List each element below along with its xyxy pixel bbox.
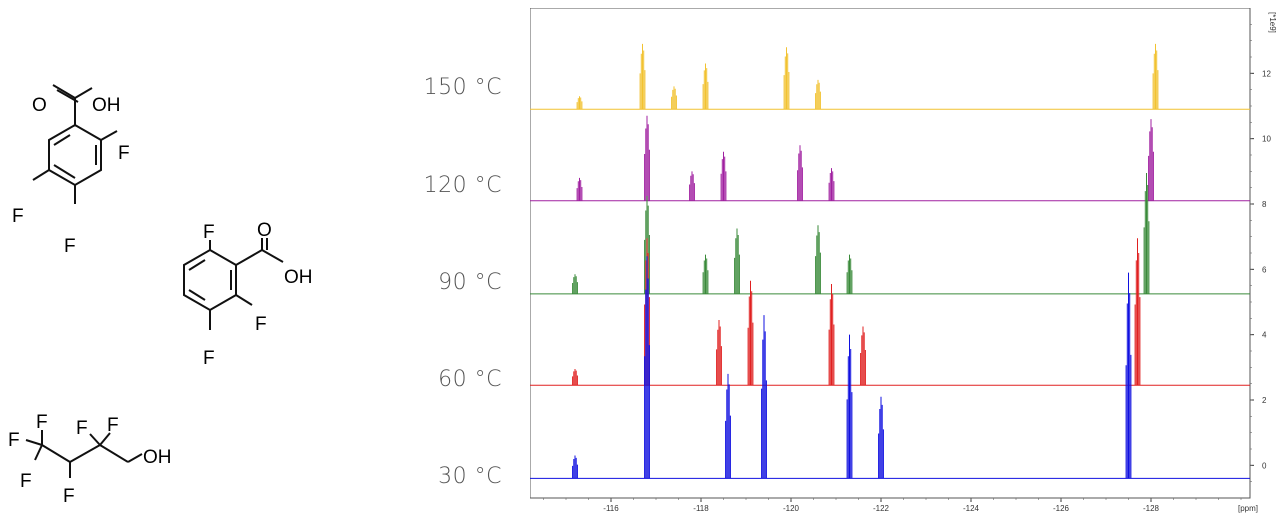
spectrum-peak [573,274,578,294]
spectrum-peak [690,171,695,200]
spectrum-peak [672,86,677,109]
spectrum-peak [573,456,578,479]
spectrum-peak [577,178,582,201]
atom-label: F [64,236,76,257]
x-tick-label: -116 [603,504,619,513]
spectrum-peak [798,145,803,201]
spectrum-peak [1126,273,1131,479]
chemical-structures: O OH F F F F O OH F F F F F F F F OH [0,0,400,526]
x-tick-label: -122 [873,504,890,513]
series-3 [530,238,1250,385]
series-0 [530,44,1250,109]
temp-label-60: 60 °C [380,367,502,392]
x-tick-label: -120 [783,504,800,513]
nmr-spectrum-chart: -116 -118 -120 -122 -124 -126 -128 0 2 4 6 8 10 12 [… [530,8,1278,523]
y-tick-label: 2 [1262,396,1267,405]
temp-label-120: 120 °C [380,173,502,198]
atom-label: F [107,415,119,436]
atom-label: F [20,471,32,492]
atom-label: OH [143,447,172,468]
spectrum-peak [640,44,645,109]
series-4 [530,256,1250,478]
atom-label: F [8,430,20,451]
y-tick-label: 0 [1262,461,1267,470]
x-tick-label: -118 [693,504,709,513]
y-axis-unit-label: [*1e9] [1268,12,1277,33]
atom-label: F [63,486,75,507]
x-axis-unit-label: [ppm] [1238,504,1258,513]
atom-label: F [36,412,48,433]
molecule-trifluorobenzoic-acid-2 [184,238,283,330]
spectrum-peak [703,255,708,294]
spectrum-peak [816,225,821,294]
spectrum-peak [1153,44,1158,109]
atom-label: F [203,348,215,369]
atom-label: F [255,314,267,335]
series-1 [530,116,1250,201]
spectrum-peak [1149,119,1154,201]
y-tick-label: 4 [1262,331,1267,340]
spectrum-peak [847,255,852,294]
spectrum-peak [784,47,789,109]
y-tick-label: 12 [1262,69,1271,78]
atom-label: F [203,222,215,243]
temp-label-90: 90 °C [380,270,502,295]
spectrum-peak [721,152,726,201]
x-axis: -116 -118 -120 -122 -124 -126 -128 [544,498,1242,513]
spectrum-peak [577,96,582,109]
temp-label-30: 30 °C [380,464,502,489]
spectrum-peak [1135,238,1140,385]
x-tick-label: -126 [1053,504,1070,513]
plot-frame [530,8,1250,498]
series-layer [530,44,1250,478]
spectrum-peak [748,281,753,386]
atom-label: F [12,206,24,227]
spectrum-peak [645,116,650,201]
spectrum-peak [762,315,767,478]
spectrum-peak [703,64,708,110]
atom-label: O [257,220,272,241]
atom-label: OH [92,95,121,116]
x-tick-label: -128 [1143,504,1160,513]
series-2 [530,173,1250,294]
y-tick-label: 10 [1262,135,1271,144]
spectrum-peak [829,168,834,201]
spectrum-peak [829,284,834,385]
spectrum-peak [573,369,578,385]
x-tick-label: -124 [963,504,980,513]
atom-label: O [32,95,47,116]
atom-label: OH [284,267,313,288]
y-tick-label: 6 [1262,265,1267,274]
spectrum-peak [816,80,821,109]
spectrum-peak [879,397,884,479]
spectrum-peak [726,374,731,479]
spectrum-peak [717,320,722,385]
spectrum-peak [847,335,852,479]
y-tick-label: 8 [1262,200,1267,209]
atom-label: F [76,418,88,439]
spectrum-peak [735,229,740,294]
spectrum-peak [1144,173,1149,294]
temp-label-150: 150 °C [380,75,502,100]
atom-label: F [118,143,130,164]
y-axis: 0 2 4 6 8 10 12 [1250,24,1271,481]
spectrum-peak [861,327,866,386]
